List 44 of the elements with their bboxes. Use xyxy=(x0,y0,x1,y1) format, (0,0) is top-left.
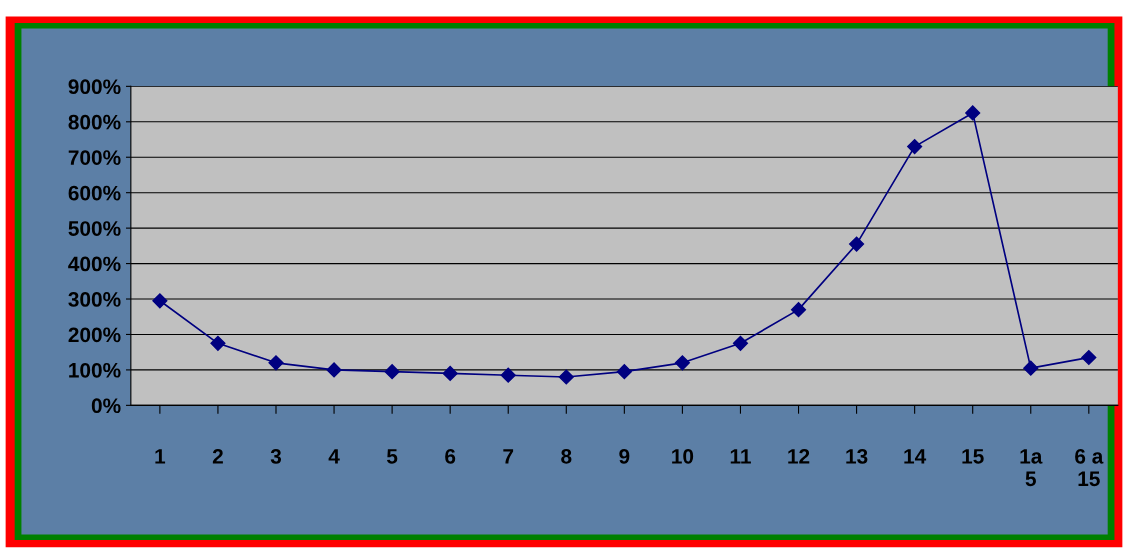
y-tick-label: 600% xyxy=(68,185,121,201)
x-tick-label: 3 xyxy=(270,448,282,464)
y-tick-label: 700% xyxy=(68,150,121,165)
point xyxy=(732,335,749,351)
x-tick-label: 6 a 15 xyxy=(1075,448,1104,487)
x-tick-label: 7 xyxy=(503,449,514,464)
point xyxy=(268,355,284,371)
point xyxy=(384,364,400,380)
x-tick-label: 6 xyxy=(445,448,456,464)
x-tick-label: 8 xyxy=(561,448,572,464)
x-tick-label: 13 xyxy=(846,448,868,464)
y-tick-label: 800% xyxy=(68,114,121,130)
y-tick-label: 200% xyxy=(68,327,121,343)
x-tick-label: 2 xyxy=(212,448,223,464)
x-tick-label: 9 xyxy=(619,448,630,464)
point xyxy=(616,364,632,380)
x-tick-label: 4 xyxy=(328,449,340,464)
x-tick-label: 15 xyxy=(962,449,984,464)
point xyxy=(558,369,574,385)
point xyxy=(326,362,342,378)
y-tick-label: 0% xyxy=(91,398,121,414)
point xyxy=(210,335,226,351)
point xyxy=(152,293,168,309)
x-tick-label: 14 xyxy=(904,449,927,464)
point xyxy=(674,355,690,371)
point xyxy=(790,302,807,318)
y-tick-label: 300% xyxy=(68,292,121,307)
y-tick-label: 400% xyxy=(68,256,121,272)
x-tick-label: 1 xyxy=(155,449,166,464)
x-tick-label: 11 xyxy=(730,449,751,464)
point xyxy=(1023,360,1039,376)
x-tick-label: 10 xyxy=(672,448,694,464)
x-tick-label: 5 xyxy=(386,449,398,464)
point xyxy=(965,105,981,121)
point xyxy=(442,365,458,382)
x-tick-label: 1a 5 xyxy=(1020,449,1043,487)
point xyxy=(500,367,516,383)
point xyxy=(849,236,865,252)
point xyxy=(907,139,923,155)
point xyxy=(1081,349,1097,366)
x-tick-label: 12 xyxy=(788,448,810,464)
y-tick-label: 100% xyxy=(69,362,121,378)
y-tick-label: 900% xyxy=(68,79,121,95)
y-tick-label: 500% xyxy=(68,221,121,236)
